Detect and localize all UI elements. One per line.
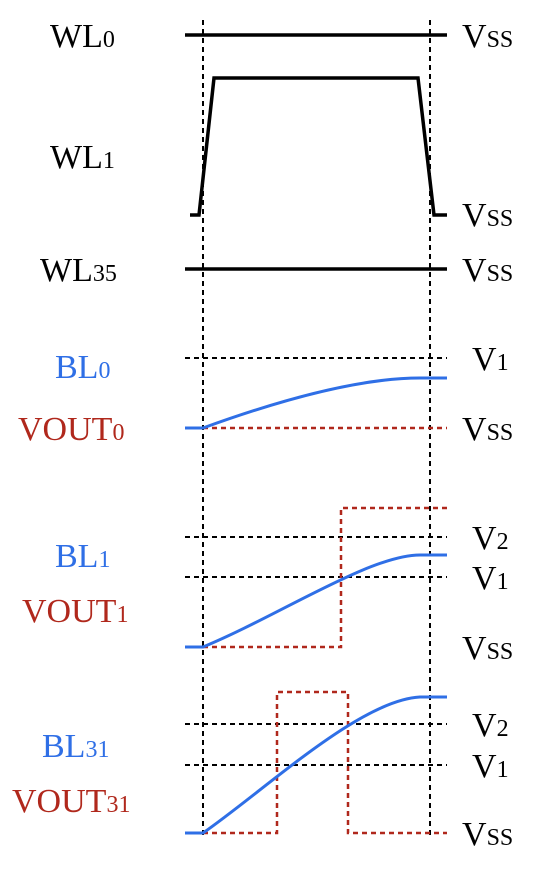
bl31-waveform: [185, 695, 447, 835]
g2-vss-label: VSS: [462, 816, 513, 853]
g1-v2-label: V2: [472, 520, 509, 557]
wl1-label: WL1: [50, 139, 115, 176]
bl1-waveform: [185, 553, 447, 649]
vout1-label: VOUT1: [22, 593, 128, 630]
vout0-label: VOUT0: [18, 411, 124, 448]
bl1-label: BL1: [55, 538, 110, 575]
g2-v1-label: V1: [472, 748, 509, 785]
wl1-waveform: [190, 76, 447, 217]
vout31-waveform: [185, 690, 447, 835]
vout1-waveform: [185, 506, 447, 649]
g0-v1-label: V1: [472, 341, 509, 378]
wl35-vss-label: VSS: [462, 252, 513, 289]
bl31-label: BL31: [42, 728, 109, 765]
g1-vss-label: VSS: [462, 630, 513, 667]
g0-vss-label: VSS: [462, 411, 513, 448]
vout31-label: VOUT31: [12, 783, 130, 820]
wl0-vss-label: VSS: [462, 18, 513, 55]
bl0-waveform: [185, 376, 447, 430]
wl0-label: WL0: [50, 18, 115, 55]
wl1-vss-label: VSS: [462, 197, 513, 234]
bl0-label: BL0: [55, 349, 110, 386]
wl35-label: WL35: [40, 252, 117, 289]
g1-v1-label: V1: [472, 560, 509, 597]
g2-v2-label: V2: [472, 707, 509, 744]
